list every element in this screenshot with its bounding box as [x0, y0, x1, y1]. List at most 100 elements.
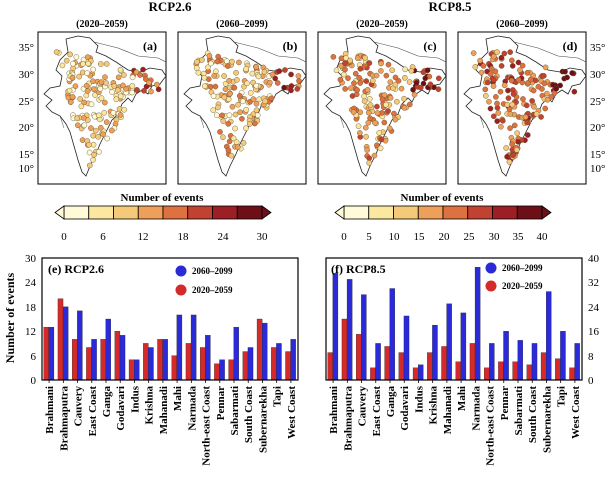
station-dot — [494, 100, 500, 107]
station-dot — [212, 83, 219, 90]
station-dot — [288, 71, 294, 78]
station-dot — [374, 103, 380, 110]
station-dot — [217, 129, 223, 135]
y-axis-label: Number of events — [3, 272, 17, 363]
station-dot — [199, 57, 205, 63]
bar-red — [469, 343, 476, 381]
scenario-title-right: RCP8.5 — [429, 0, 472, 14]
station-dot — [361, 93, 367, 100]
station-dot — [541, 80, 548, 87]
bar-red — [341, 318, 348, 381]
bar-red — [398, 352, 405, 381]
bar-red — [72, 339, 78, 381]
map-panel-d: (d) — [457, 31, 587, 185]
station-dot — [116, 106, 123, 112]
station-dot — [383, 72, 390, 79]
station-dot — [227, 90, 233, 97]
station-dot — [386, 125, 393, 132]
bar-blue — [176, 314, 183, 381]
station-dot — [226, 112, 233, 119]
station-dot — [505, 87, 511, 94]
station-dot — [77, 96, 83, 102]
x-tick-label: Ganga — [101, 386, 113, 418]
station-dot — [333, 67, 340, 74]
station-dot — [371, 152, 378, 159]
station-dot — [86, 141, 92, 148]
x-tick-label: Godavari — [399, 386, 411, 431]
legend-marker-red — [175, 284, 187, 296]
station-dot — [282, 67, 288, 73]
x-tick-label: West Coast — [570, 386, 582, 439]
colorbar-swatch — [113, 205, 139, 220]
colorbar-arrow-high — [261, 205, 272, 220]
station-dot — [103, 119, 110, 125]
station-dot — [90, 157, 96, 163]
station-dot — [262, 98, 268, 105]
bar-blue — [62, 306, 69, 381]
map-panel-a: (a) — [37, 31, 167, 185]
station-dot — [240, 98, 246, 105]
station-dot — [330, 54, 337, 60]
station-dot — [515, 76, 522, 83]
station-dot — [101, 99, 108, 106]
legend-label-blue: 2060–2099 — [192, 266, 233, 276]
station-dot — [544, 90, 550, 97]
bar-blue — [517, 340, 523, 381]
colorbar-swatch — [212, 205, 238, 220]
station-dot — [507, 111, 514, 117]
station-dot — [234, 77, 240, 83]
station-dot — [253, 64, 260, 70]
station-dot — [349, 93, 356, 99]
lat-tick: 20° — [590, 122, 605, 134]
station-dot — [86, 162, 93, 169]
station-dot — [83, 82, 90, 89]
station-dot — [522, 114, 529, 120]
x-tick-label: Narmada — [470, 386, 482, 431]
station-dot — [538, 114, 544, 120]
station-dot — [569, 70, 575, 76]
station-dot — [252, 120, 258, 127]
latitude-axis-right: 35° 30° 25° 20° 15° 10° — [590, 42, 605, 175]
station-dot — [229, 58, 235, 65]
legend-marker-blue — [175, 265, 187, 277]
y-tick-label: 40 — [588, 253, 600, 265]
station-dot — [117, 66, 124, 73]
x-tick-label: Narmada — [186, 386, 198, 431]
x-tick-label: Sabarmati — [229, 386, 241, 436]
station-dot — [392, 74, 399, 81]
station-dot — [374, 110, 381, 116]
station-dot — [394, 98, 400, 105]
station-dot — [364, 87, 371, 93]
bar-red — [427, 352, 433, 381]
station-dot — [422, 75, 429, 82]
station-dot — [206, 53, 213, 59]
panel-label-b: (b) — [283, 39, 298, 53]
station-dot — [208, 60, 214, 67]
station-dot — [517, 67, 523, 73]
bar-red — [171, 355, 177, 381]
station-dot — [485, 79, 491, 86]
station-dot — [256, 96, 262, 103]
station-dots — [193, 50, 302, 159]
x-tick-labels: Brahmani Brahmaputra Cauvery East Coast Gang… — [44, 385, 298, 465]
station-dot — [490, 113, 497, 120]
station-dot — [379, 96, 386, 103]
station-dot — [67, 51, 73, 58]
station-dot — [391, 110, 397, 117]
bar-red — [356, 334, 362, 381]
bar-blue — [531, 343, 538, 381]
station-dot — [571, 88, 578, 95]
bar-blue — [119, 335, 126, 381]
station-dot — [104, 135, 111, 142]
station-dot — [498, 54, 505, 61]
lat-tick: 15° — [590, 149, 605, 161]
station-dot — [228, 152, 235, 159]
station-dot — [154, 81, 160, 88]
station-dot — [225, 121, 232, 127]
bar-blue — [546, 291, 552, 381]
station-dot — [385, 108, 391, 114]
bar-red — [43, 326, 49, 381]
station-dot — [383, 101, 389, 108]
colorbar-tick: 10 — [389, 231, 401, 243]
